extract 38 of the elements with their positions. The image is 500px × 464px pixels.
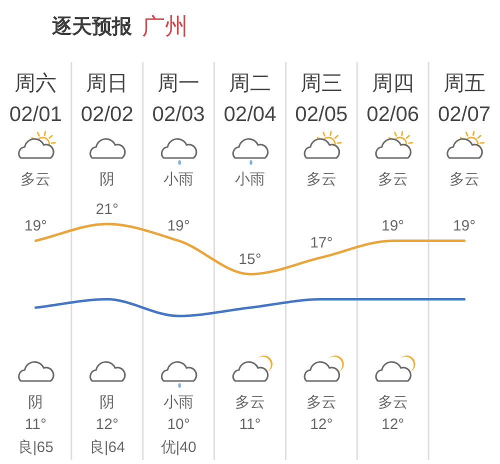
value-label: 21° [96, 201, 118, 218]
annotation: 多云 [20, 171, 51, 188]
value-label: 11° [24, 416, 46, 433]
category-label: 周五 02/07 [438, 72, 491, 126]
value-label: 11° [239, 416, 261, 433]
annotation: 优|40 [160, 439, 196, 456]
category-label: 周一 02/03 [152, 72, 205, 126]
value-label: 12° [382, 416, 404, 433]
value-label: 19° [382, 218, 404, 235]
annotation: 良|65 [18, 439, 54, 456]
value-label: 17° [310, 234, 333, 252]
annotation: 阴 [100, 171, 115, 188]
category-label: 周日 02/02 [80, 72, 134, 126]
annotation: 小雨 [164, 394, 194, 411]
annotation: 阴 [28, 394, 44, 411]
subtitle: 广州 [142, 13, 188, 39]
value-label: 15° [238, 251, 262, 268]
category-label: 周四 02/06 [366, 72, 420, 126]
annotation: 小雨 [164, 171, 194, 188]
annotation: 多云 [306, 394, 336, 411]
annotation: 多云 [235, 394, 265, 411]
value-label: 12° [310, 416, 333, 433]
category-label: 周六 02/01 [9, 72, 62, 126]
annotation: 良|64 [89, 439, 125, 456]
value-label: 19° [452, 218, 476, 235]
value-label: 10° [167, 416, 190, 433]
value-label: 19° [24, 218, 48, 235]
title: 逐天预报 [52, 16, 132, 38]
category-label: 周二 02/04 [224, 72, 276, 126]
annotation: 多云 [378, 171, 408, 188]
value-label: 19° [167, 218, 190, 235]
value-label: 12° [96, 416, 118, 433]
annotation: 多云 [449, 171, 480, 188]
annotation: 小雨 [235, 171, 265, 188]
category-label: 周三 02/05 [295, 72, 348, 126]
annotation: 阴 [100, 394, 115, 411]
annotation: 多云 [378, 394, 408, 411]
annotation: 多云 [306, 171, 336, 188]
